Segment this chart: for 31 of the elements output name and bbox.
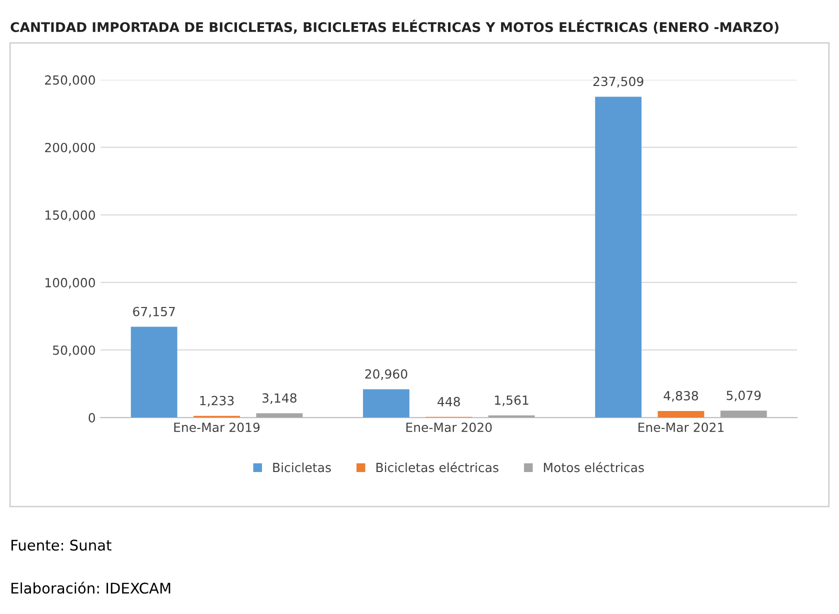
chart-title: CANTIDAD IMPORTADA DE BICICLETAS, BICICLETAS ELÉCTRICAS Y MOTOS ELÉCTRICAS (ENERO -MARZO) (10, 20, 778, 34)
legend-label: Bicicletas eléctricas (376, 462, 498, 472)
bar (488, 415, 535, 418)
source-note: Fuente: Sunat (12, 540, 112, 551)
text: 3,148 (262, 393, 296, 404)
x-tick-label: Ene-Mar 2020 (406, 422, 492, 432)
legend-label: Motos eléctricas (544, 462, 644, 472)
text: 448 (438, 396, 460, 406)
bar (595, 96, 642, 418)
y-tick-label: 0 (88, 412, 95, 422)
bar (658, 410, 704, 418)
text: 1,233 (200, 396, 234, 407)
text: 20,960 (365, 369, 408, 380)
y-tick-label: 50,000 (53, 345, 95, 356)
bar (130, 326, 178, 418)
text: 1,561 (495, 395, 528, 406)
text: 5,079 (726, 390, 761, 402)
y-tick-label: 100,000 (46, 278, 95, 289)
text: 237,509 (593, 76, 644, 88)
y-tick-label: 150,000 (46, 210, 95, 222)
legend-label: Bicicletas (273, 462, 331, 472)
x-tick-label: Ene-Mar 2019 (174, 422, 260, 432)
y-tick-label: 200,000 (45, 142, 95, 154)
bar (362, 389, 410, 418)
x-tick-label: Ene-Mar 2021 (638, 422, 724, 432)
y-tick-label: 250,000 (45, 75, 95, 86)
text: 67,157 (133, 306, 175, 318)
bar (256, 413, 303, 418)
text: Elaboración: IDEXCAM (12, 582, 170, 594)
text: 4,838 (664, 391, 698, 402)
bar (720, 410, 767, 418)
